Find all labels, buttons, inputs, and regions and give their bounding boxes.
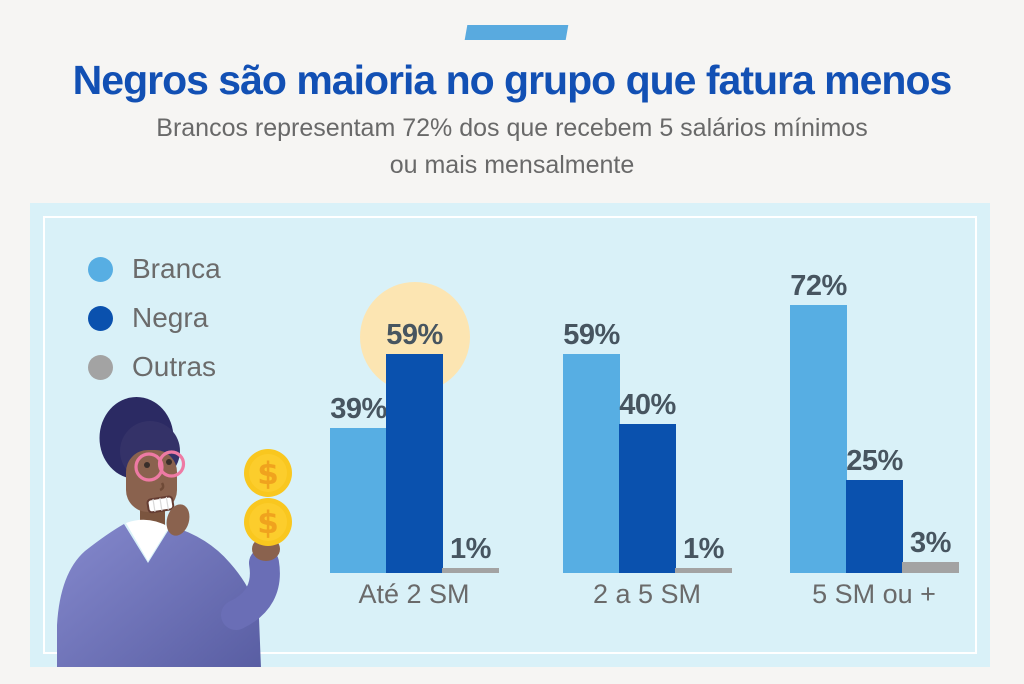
legend-item-outras: Outras (88, 351, 221, 383)
bar-branca-5-sm-ou (790, 305, 847, 573)
page-title: Negros são maioria no grupo que fatura m… (72, 57, 953, 103)
accent-bar (464, 25, 569, 40)
nose (159, 482, 165, 492)
glasses-icon (134, 450, 186, 482)
legend-label: Negra (132, 302, 209, 333)
bar-chart: 39% 59% 1% Até 2 SM 59% 40% 1% 2 a 5 SM 72% 25% 3%… (30, 203, 990, 667)
coin-icon: $ (244, 449, 292, 497)
category-label-2-a-5-sm: 2 a 5 SM (592, 579, 702, 609)
sweater-body (57, 524, 261, 667)
value-label-branca-5-sm-ou: 72% (790, 270, 847, 302)
subtitle-line-1: Brancos representam 72% dos que recebem … (156, 114, 868, 142)
bar-negra-5-sm-ou (846, 480, 903, 573)
chart-panel: Branca Negra Outras 39% 59% 1% Até 2 SM 59% 40%… (30, 203, 990, 667)
bar-branca-2-a-5-sm (563, 354, 620, 573)
value-label-outras-ate-2-sm: 1% (450, 533, 491, 565)
person-holding-coins-illustration: $ $ (57, 397, 292, 667)
chart-legend: Branca Negra Outras (88, 253, 221, 383)
bar-branca-ate-2-sm (330, 428, 387, 573)
value-label-negra-2-a-5-sm: 40% (619, 389, 676, 421)
value-label-branca-ate-2-sm: 39% (330, 393, 387, 425)
bar-negra-2-a-5-sm (619, 424, 676, 573)
coin-icon: $ (244, 498, 292, 546)
value-label-branca-2-a-5-sm: 59% (563, 319, 620, 351)
left-eye (144, 462, 150, 468)
legend-color-dot (88, 256, 113, 282)
bar-outras-5-sm-ou (902, 562, 959, 573)
arm-sleeve (221, 548, 280, 630)
bar-negra-ate-2-sm (386, 354, 443, 573)
category-label-ate-2-sm: Até 2 SM (358, 579, 470, 609)
category-label-5-sm-ou: 5 SM ou + (812, 579, 936, 609)
subtitle-line-2: ou mais mensalmente (389, 151, 635, 179)
value-label-outras-2-a-5-sm: 1% (683, 533, 724, 565)
bar-outras-ate-2-sm (442, 568, 499, 573)
legend-item-negra: Negra (88, 302, 221, 334)
legend-label: Outras (132, 351, 217, 382)
raised-fist (166, 504, 190, 536)
value-label-outras-5-sm-ou: 3% (910, 527, 951, 559)
legend-color-dot (88, 354, 113, 380)
page-subtitle: Brancos representam 72% dos que recebem … (0, 110, 1024, 184)
legend-color-dot (88, 305, 113, 331)
legend-item-branca: Branca (88, 253, 221, 285)
value-label-negra-ate-2-sm: 59% (386, 319, 443, 351)
svg-text:$: $ (257, 456, 279, 492)
legend-label: Branca (132, 253, 221, 284)
value-label-negra-5-sm-ou: 25% (846, 445, 903, 477)
panel-inner-border (43, 216, 977, 654)
right-eye (166, 459, 172, 465)
svg-text:$: $ (257, 505, 279, 541)
shirt (126, 519, 169, 561)
mouth (146, 495, 175, 514)
bar-outras-2-a-5-sm (675, 568, 732, 573)
